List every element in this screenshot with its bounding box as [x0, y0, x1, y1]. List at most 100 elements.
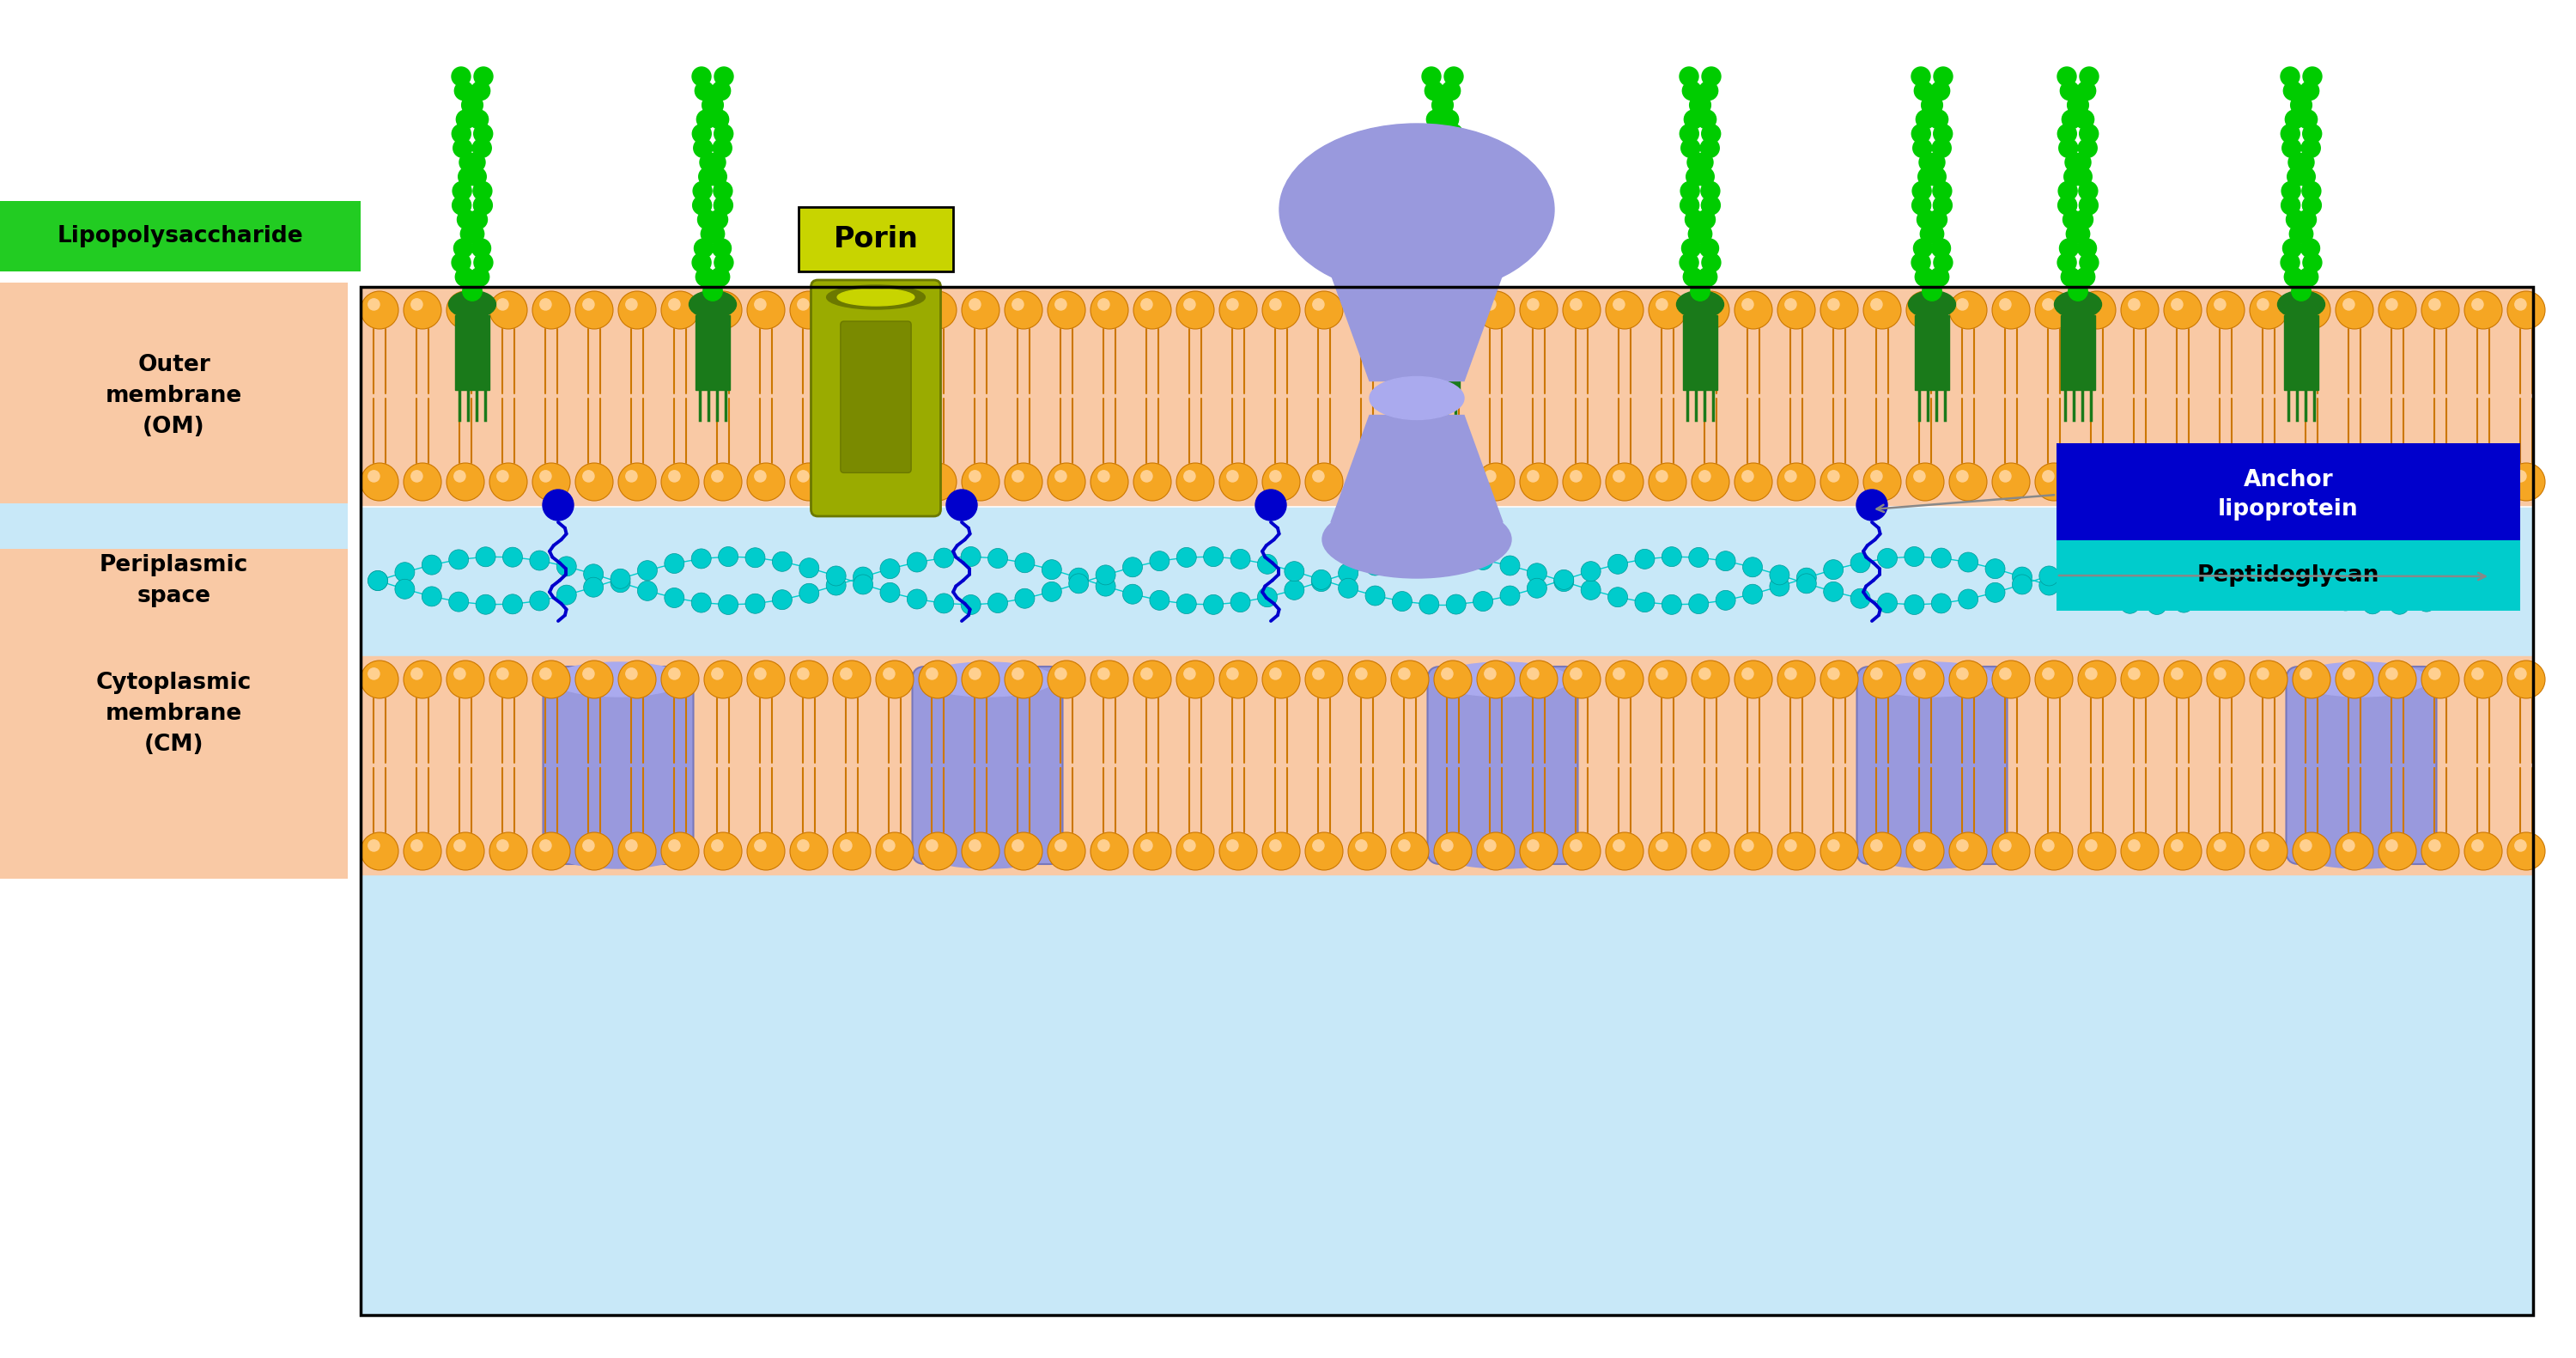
- Circle shape: [1692, 224, 1713, 243]
- Circle shape: [2200, 588, 2221, 607]
- Circle shape: [1499, 555, 1520, 576]
- Circle shape: [2069, 281, 2087, 300]
- Circle shape: [1682, 81, 1700, 100]
- Ellipse shape: [1437, 834, 1569, 868]
- Circle shape: [2164, 463, 2202, 501]
- Circle shape: [368, 570, 389, 591]
- Circle shape: [1391, 291, 1430, 329]
- Circle shape: [2293, 463, 2331, 501]
- Circle shape: [1218, 832, 1257, 870]
- Circle shape: [884, 668, 894, 679]
- Circle shape: [2043, 839, 2053, 851]
- Circle shape: [2146, 547, 2166, 566]
- Circle shape: [1857, 490, 1888, 520]
- Circle shape: [1932, 239, 1950, 258]
- Circle shape: [1906, 291, 1945, 329]
- Circle shape: [876, 660, 914, 698]
- Circle shape: [1270, 470, 1280, 482]
- Circle shape: [2496, 570, 2517, 591]
- Circle shape: [1520, 660, 1558, 698]
- Circle shape: [2071, 224, 2089, 243]
- Circle shape: [2061, 81, 2079, 100]
- Ellipse shape: [551, 663, 685, 697]
- Circle shape: [2079, 253, 2099, 272]
- Circle shape: [2076, 81, 2097, 100]
- Circle shape: [1605, 660, 1643, 698]
- Circle shape: [2079, 463, 2115, 501]
- Circle shape: [1698, 210, 1716, 230]
- Circle shape: [1571, 668, 1582, 679]
- Circle shape: [2298, 210, 2316, 230]
- Circle shape: [1056, 470, 1066, 482]
- Circle shape: [1698, 268, 1718, 287]
- Circle shape: [1306, 660, 1342, 698]
- Circle shape: [2128, 299, 2141, 310]
- Circle shape: [1698, 110, 1716, 129]
- Circle shape: [471, 239, 492, 258]
- Circle shape: [2445, 555, 2463, 574]
- Circle shape: [1553, 570, 1574, 589]
- Circle shape: [1399, 299, 1409, 310]
- Circle shape: [1734, 660, 1772, 698]
- Circle shape: [464, 95, 482, 114]
- Circle shape: [1695, 153, 1713, 172]
- Circle shape: [1528, 668, 1538, 679]
- Circle shape: [2087, 470, 2097, 482]
- Circle shape: [2496, 570, 2517, 591]
- Circle shape: [1041, 581, 1061, 602]
- Circle shape: [670, 839, 680, 851]
- Circle shape: [1690, 95, 1708, 114]
- Circle shape: [2257, 470, 2269, 482]
- Circle shape: [2012, 574, 2032, 595]
- Text: Periplasmic
space: Periplasmic space: [100, 554, 247, 607]
- Circle shape: [1986, 583, 2004, 603]
- Circle shape: [832, 660, 871, 698]
- Circle shape: [451, 125, 471, 143]
- Circle shape: [969, 299, 981, 310]
- Circle shape: [853, 574, 873, 595]
- Circle shape: [1520, 832, 1558, 870]
- Circle shape: [2079, 239, 2097, 258]
- Circle shape: [497, 839, 507, 851]
- Circle shape: [626, 470, 636, 482]
- Circle shape: [2285, 110, 2303, 129]
- Circle shape: [1605, 291, 1643, 329]
- Circle shape: [719, 547, 739, 566]
- Circle shape: [1862, 463, 1901, 501]
- Circle shape: [747, 463, 786, 501]
- Circle shape: [1430, 224, 1450, 243]
- Circle shape: [2058, 182, 2076, 201]
- Circle shape: [1829, 470, 1839, 482]
- Circle shape: [1347, 291, 1386, 329]
- Circle shape: [799, 668, 809, 679]
- Circle shape: [693, 182, 711, 201]
- Circle shape: [1700, 299, 1710, 310]
- Circle shape: [2061, 110, 2081, 129]
- Circle shape: [1306, 463, 1342, 501]
- Circle shape: [1097, 299, 1110, 310]
- Circle shape: [1914, 299, 1924, 310]
- Circle shape: [1347, 463, 1386, 501]
- Ellipse shape: [827, 285, 925, 310]
- Circle shape: [1437, 153, 1455, 172]
- Text: Cytoplasmic
membrane
(CM): Cytoplasmic membrane (CM): [95, 672, 252, 756]
- Circle shape: [2066, 224, 2084, 243]
- Ellipse shape: [1370, 376, 1463, 420]
- Circle shape: [1636, 592, 1654, 612]
- Circle shape: [2079, 291, 2115, 329]
- Circle shape: [1613, 470, 1625, 482]
- Circle shape: [747, 832, 786, 870]
- Circle shape: [1226, 299, 1239, 310]
- Circle shape: [1185, 299, 1195, 310]
- Circle shape: [2146, 595, 2166, 615]
- Circle shape: [969, 470, 981, 482]
- Bar: [361, 656, 2532, 875]
- Circle shape: [1935, 253, 1953, 272]
- Circle shape: [1185, 470, 1195, 482]
- Circle shape: [1904, 595, 1924, 615]
- Circle shape: [1564, 832, 1600, 870]
- Circle shape: [448, 592, 469, 611]
- Ellipse shape: [922, 663, 1054, 697]
- Circle shape: [404, 463, 440, 501]
- Ellipse shape: [1677, 291, 1723, 318]
